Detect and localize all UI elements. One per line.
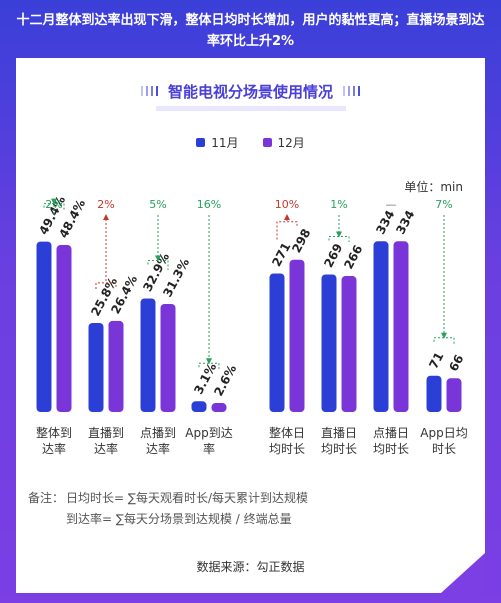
legend-swatch-11 [196,138,206,147]
note-line-2: 到达率= ∑每天分场景到达规模 / 终端总量 [66,512,292,526]
category-label-1-0-0: 整体日 [269,425,305,440]
change-bracket-0-1 [95,282,117,289]
category-label-1-3-0: App日均 [420,426,467,440]
data-label-1-2-1: 334 [393,208,417,237]
bar-1-3-1 [446,378,462,412]
data-label-1-3-1: 66 [446,352,466,373]
title-underline [156,106,346,111]
category-label-0-3-1: 率 [203,441,215,456]
category-label-0-1-0: 直播到 [88,426,124,440]
change-arrow-1-1 [336,231,342,238]
bar-0-2-1 [160,304,176,412]
category-label-0-0-1: 达率 [42,441,66,456]
title-decoration-right [343,86,360,96]
data-label-1-0-1: 298 [289,226,313,255]
category-label-0-1-1: 达率 [94,441,118,456]
data-label-1-2-0: 334 [373,208,397,237]
category-label-0-3-0: App到达 [185,426,232,440]
headline: 十二月整体到达率出现下滑，整体日均时长增加，用户的黏性更高；直播场景到达率环比上… [16,13,485,49]
chart-title: 智能电视分场景使用情况 [167,82,333,101]
bar-0-0-0 [36,241,52,412]
bar-0-2-0 [140,298,156,412]
change-bracket-1-0 [276,221,298,240]
change-arrow-1-3 [441,332,447,339]
category-label-1-2-0: 点播日 [373,426,409,440]
legend-item-12: 12月 [262,134,305,151]
change-arrow-1-0 [284,214,290,220]
data-source: 数据来源：勾正数据 [196,560,305,574]
card-corner-fold [441,553,485,593]
change-label-0-3: 16% [197,198,221,211]
bar-0-3-1 [211,403,227,412]
bar-1-0-0 [269,273,285,412]
category-label-1-3-1: 时长 [432,442,456,456]
bar-chart: 49.4%48.4%2%整体到达率25.8%26.4%2%直播到达率32.9%3… [36,194,468,456]
notes: 备注： 日均时长= ∑每天观看时长/每天累计到达规模 到达率= ∑每天分场景到达规… [28,488,308,530]
bar-0-0-1 [56,245,72,412]
bar-1-1-0 [321,274,337,412]
legend-item-11: 11月 [196,134,239,151]
change-arrow-0-2 [155,255,161,262]
legend-label-12: 12月 [277,136,305,150]
bar-1-0-1 [289,259,305,412]
change-arrow-0-3 [206,358,212,365]
change-label-0-2: 5% [149,198,166,211]
note-row-1: 备注： 日均时长= ∑每天观看时长/每天累计到达规模 [28,488,308,509]
category-label-0-2-0: 点播到 [140,426,176,440]
category-label-1-1-0: 直播日 [321,426,357,440]
bar-0-1-0 [88,322,104,412]
bar-0-1-1 [108,320,124,412]
data-label-1-1-1: 266 [341,243,365,272]
note-line-1: 日均时长= ∑每天观看时长/每天累计到达规模 [66,491,308,505]
chart-card: 智能电视分场景使用情况 11月 12月 单位：min 49.4% 48.4% 2% 整… [16,58,485,593]
category-label-0-0-0: 整体到 [36,425,72,440]
category-label-1-0-1: 均时长 [269,442,305,456]
bar-1-2-0 [373,241,389,412]
title-decoration-left [140,86,158,96]
change-arrow-0-0 [51,198,57,205]
legend-label-11: 11月 [211,136,239,150]
bar-1-3-0 [426,375,442,412]
data-label-1-3-0: 71 [426,350,446,371]
category-label-1-1-1: 均时长 [321,442,357,456]
bar-1-1-1 [341,276,357,412]
change-label-0-0: 2% [45,198,62,211]
note-row-2: 到达率= ∑每天分场景到达规模 / 终端总量 [28,509,308,530]
change-label-1-1: 1% [330,198,347,211]
chart-title-row: 智能电视分场景使用情况 [16,80,485,102]
change-label-1-0: 10% [275,198,299,211]
bar-0-3-0 [191,401,207,412]
legend: 11月 12月 [16,134,485,151]
category-label-0-2-1: 达率 [146,441,170,456]
change-arrow-0-1 [103,214,109,220]
category-label-1-2-1: 均时长 [373,442,409,456]
change-label-1-2: — [386,198,397,211]
note-prefix: 备注： [28,491,65,505]
legend-swatch-12 [262,138,272,147]
unit-label: 单位：min [404,180,463,194]
change-label-1-3: 7% [435,198,452,211]
change-label-0-1: 2% [97,198,114,211]
bar-1-2-1 [393,241,409,412]
